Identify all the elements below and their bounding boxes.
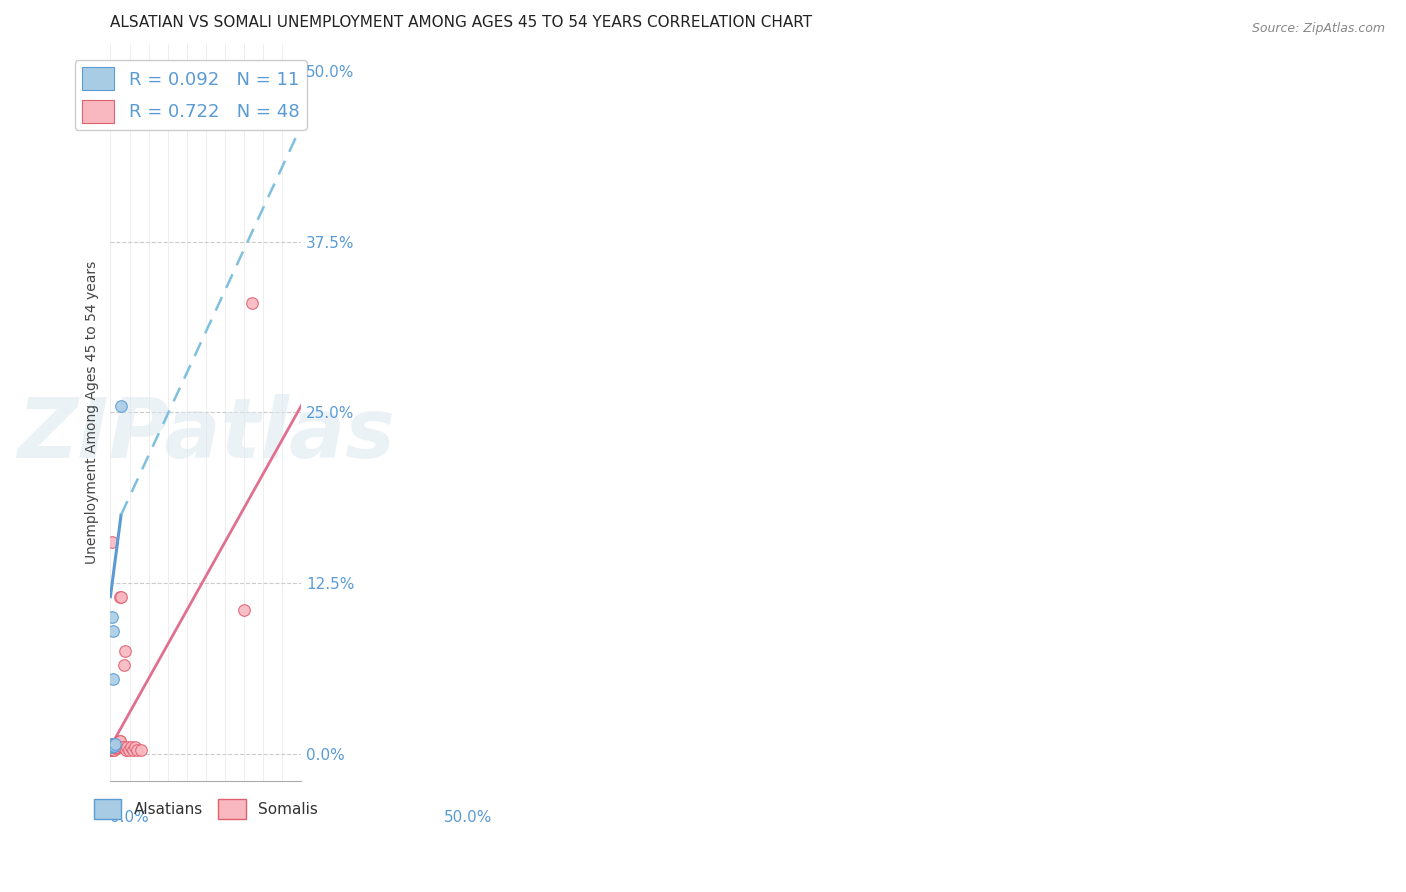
Point bbox=[101, 741, 124, 756]
Point bbox=[100, 742, 122, 756]
Point bbox=[111, 739, 134, 754]
Text: Source: ZipAtlas.com: Source: ZipAtlas.com bbox=[1251, 22, 1385, 36]
Point bbox=[101, 672, 124, 686]
Text: 50.0%: 50.0% bbox=[444, 811, 492, 825]
Point bbox=[100, 741, 122, 756]
Point bbox=[108, 734, 131, 748]
Point bbox=[114, 644, 136, 658]
Point bbox=[240, 296, 263, 310]
Point bbox=[101, 742, 124, 756]
Point bbox=[101, 535, 124, 549]
Point bbox=[100, 739, 122, 754]
Point bbox=[233, 603, 256, 617]
Point bbox=[100, 610, 122, 624]
Point bbox=[101, 739, 124, 753]
Point bbox=[103, 742, 125, 756]
Point bbox=[114, 742, 136, 756]
Point bbox=[120, 739, 142, 754]
Point bbox=[124, 739, 146, 754]
Point bbox=[105, 739, 128, 754]
Point bbox=[100, 739, 122, 754]
Point bbox=[110, 399, 132, 413]
Point bbox=[101, 737, 124, 751]
Point bbox=[101, 741, 124, 756]
Point bbox=[107, 739, 129, 754]
Point bbox=[105, 739, 128, 753]
Point bbox=[105, 737, 128, 751]
Point bbox=[104, 737, 127, 751]
Point bbox=[127, 742, 149, 756]
Point bbox=[122, 742, 145, 756]
Point bbox=[101, 742, 124, 756]
Point bbox=[107, 737, 129, 751]
Text: ZIPatlas: ZIPatlas bbox=[17, 394, 395, 475]
Point bbox=[104, 739, 127, 753]
Point bbox=[108, 734, 131, 748]
Point bbox=[100, 739, 122, 753]
Point bbox=[100, 742, 122, 756]
Point bbox=[101, 737, 124, 751]
Point bbox=[105, 736, 128, 750]
Point bbox=[110, 590, 132, 604]
Point bbox=[103, 624, 125, 638]
Text: ALSATIAN VS SOMALI UNEMPLOYMENT AMONG AGES 45 TO 54 YEARS CORRELATION CHART: ALSATIAN VS SOMALI UNEMPLOYMENT AMONG AG… bbox=[111, 15, 813, 30]
Point bbox=[118, 742, 141, 756]
Point bbox=[110, 590, 132, 604]
Y-axis label: Unemployment Among Ages 45 to 54 years: Unemployment Among Ages 45 to 54 years bbox=[86, 260, 100, 564]
Point bbox=[100, 739, 122, 753]
Point bbox=[101, 737, 124, 751]
Point bbox=[115, 739, 138, 754]
Text: 0.0%: 0.0% bbox=[111, 811, 149, 825]
Legend: Alsatians, Somalis: Alsatians, Somalis bbox=[87, 793, 323, 825]
Point bbox=[108, 737, 131, 751]
Point bbox=[101, 739, 124, 754]
Point bbox=[111, 739, 134, 754]
Point bbox=[104, 741, 127, 756]
Point bbox=[101, 742, 124, 756]
Point bbox=[100, 739, 122, 754]
Point bbox=[103, 739, 125, 753]
Point bbox=[103, 739, 125, 754]
Point bbox=[104, 739, 127, 753]
Point bbox=[103, 739, 125, 754]
Point bbox=[103, 742, 125, 756]
Point bbox=[129, 742, 152, 756]
Point bbox=[101, 742, 124, 756]
Point bbox=[104, 739, 127, 754]
Point bbox=[112, 657, 135, 672]
